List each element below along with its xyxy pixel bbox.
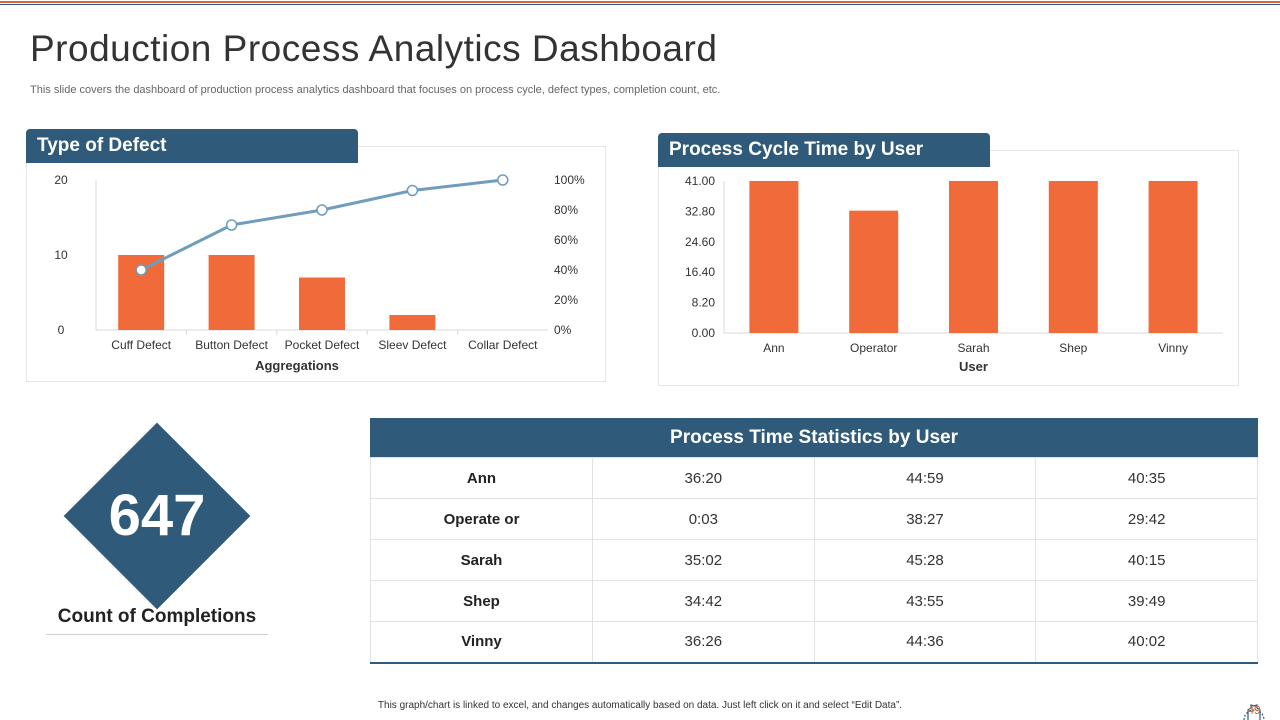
bar: [299, 277, 345, 330]
y-tick-label: 10: [54, 248, 68, 262]
top-stripe-orange: [0, 1, 1280, 3]
table-cell: 40:35: [1035, 457, 1258, 499]
table-cell-user: Operate or: [370, 498, 593, 540]
y2-tick-label: 0%: [554, 323, 572, 337]
x-tick-label: Cuff Defect: [111, 338, 171, 352]
x-tick-label: Button Defect: [195, 338, 268, 352]
bar: [208, 255, 255, 330]
table-cell: 36:20: [592, 457, 815, 499]
y-tick-label: 0.00: [692, 326, 716, 340]
top-stripe-blue: [0, 4, 1280, 5]
y-tick-label: 24.60: [685, 235, 715, 249]
y2-tick-label: 40%: [554, 263, 578, 277]
stats-table-title: Process Time Statistics by User: [370, 418, 1258, 457]
x-tick-label: Pocket Defect: [285, 338, 360, 352]
table-row: Sarah 35:02 45:28 40:15: [370, 539, 1258, 581]
cumulative-line: [140, 178, 503, 272]
y-tick-label: 0: [58, 323, 65, 337]
bar: [1148, 181, 1198, 333]
table-cell: 44:59: [813, 457, 1037, 499]
y-tick-label: 41.00: [685, 174, 715, 188]
gear-icon: [1243, 704, 1265, 720]
cycle-chart-title: Process Cycle Time by User: [658, 133, 990, 167]
table-cell: 38:27: [813, 498, 1037, 540]
stats-table: Ann 36:20 44:59 40:35 Operate or 0:03 38…: [370, 457, 1258, 664]
defect-chart[interactable]: 0 10 20 0% 20% 40% 60% 80% 100% Cuff Defect Button…: [26, 163, 606, 383]
bar: [1048, 181, 1098, 333]
x-tick-label: Sarah: [957, 341, 989, 355]
table-cell-user: Vinny: [370, 621, 593, 663]
x-axis-title: User: [959, 359, 988, 374]
x-tick-label: Shep: [1059, 341, 1087, 355]
table-row: Vinny 36:26 44:36 40:02: [370, 621, 1258, 663]
cycle-chart[interactable]: 0.00 8.20 16.40 24.60 32.80 41.00 Ann Operator S…: [658, 167, 1239, 387]
table-cell: 45:28: [813, 539, 1037, 581]
x-tick-label: Sleev Defect: [378, 338, 447, 352]
bar: [389, 315, 436, 330]
table-cell: 43:55: [813, 580, 1037, 622]
y-tick-label: 8.20: [692, 296, 716, 310]
y-tick-label: 20: [54, 173, 68, 187]
line-point: [316, 204, 328, 216]
bar: [749, 181, 799, 333]
x-axis-title: Aggregations: [255, 358, 339, 373]
x-tick-label: Vinny: [1158, 341, 1188, 355]
page-title: Production Process Analytics Dashboard: [30, 28, 718, 69]
table-cell: 39:49: [1035, 580, 1258, 622]
bar: [849, 210, 899, 333]
defect-chart-title: Type of Defect: [26, 129, 358, 163]
y2-tick-label: 60%: [554, 233, 578, 247]
page-number: 49: [1247, 703, 1261, 717]
table-cell: 44:36: [813, 621, 1037, 663]
y2-tick-label: 80%: [554, 203, 578, 217]
kpi-label: Count of Completions: [57, 606, 257, 627]
y-tick-label: 32.80: [685, 204, 715, 218]
kpi-value: 647: [108, 483, 206, 548]
line-point: [497, 174, 509, 186]
bar: [949, 181, 998, 333]
table-cell: 40:15: [1035, 539, 1258, 581]
table-cell-user: Sarah: [370, 539, 593, 581]
table-cell-user: Ann: [370, 457, 593, 499]
table-cell: 35:02: [592, 539, 815, 581]
y2-tick-label: 20%: [554, 293, 578, 307]
table-row: Ann 36:20 44:59 40:35: [370, 457, 1258, 499]
table-cell: 40:02: [1035, 621, 1258, 663]
footer-note: This graph/chart is linked to excel, and…: [377, 700, 903, 711]
page-subtitle: This slide covers the dashboard of produ…: [30, 84, 721, 96]
line-point: [225, 219, 238, 231]
table-cell: 36:26: [592, 621, 815, 663]
kpi-underline: [46, 634, 268, 635]
top-stripe: [0, 0, 1280, 6]
line-point: [135, 264, 147, 276]
table-cell: 34:42: [592, 580, 815, 622]
y-tick-label: 16.40: [685, 265, 715, 279]
table-cell: 0:03: [592, 498, 815, 540]
x-tick-label: Collar Defect: [468, 338, 538, 352]
table-row: Shep 34:42 43:55 39:49: [370, 580, 1258, 622]
line-point: [406, 184, 419, 197]
x-tick-label: Operator: [850, 341, 897, 355]
table-cell: 29:42: [1035, 498, 1258, 540]
x-tick-label: Ann: [763, 341, 784, 355]
table-row: Operate or 0:03 38:27 29:42: [370, 498, 1258, 540]
y2-tick-label: 100%: [554, 173, 585, 187]
table-cell-user: Shep: [370, 580, 593, 622]
